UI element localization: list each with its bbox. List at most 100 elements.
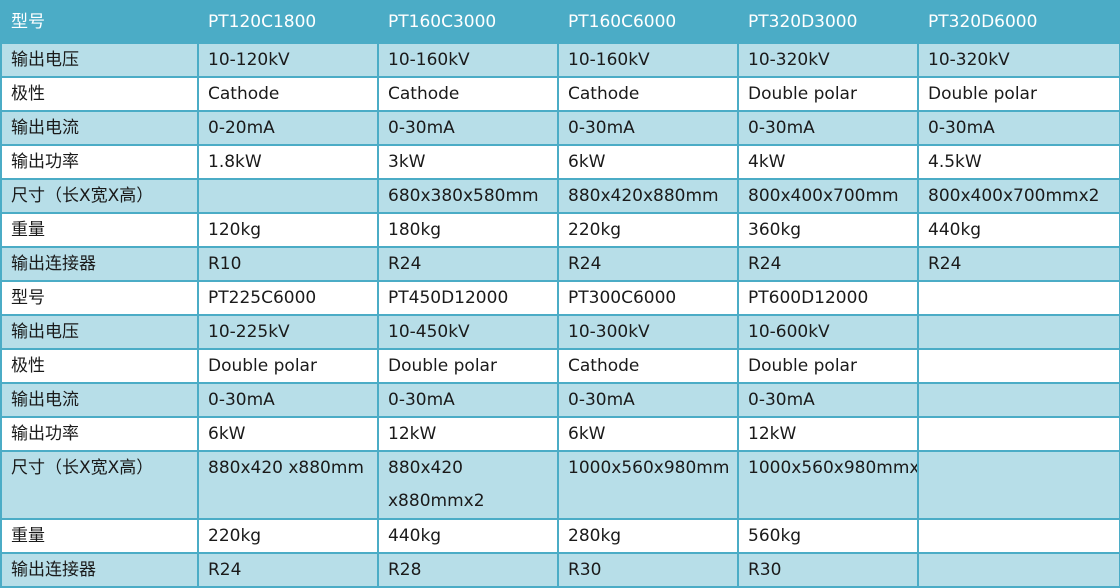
value-cell: PT320D3000 — [737, 0, 919, 44]
value-cell: 220kg — [557, 212, 739, 248]
table-row: 尺寸（长X宽X高） 680x380x580mm 880x420x880mm 800x4… — [0, 178, 1120, 214]
table-row: 输出电流 0-30mA 0-30mA 0-30mA 0-30mA — [0, 382, 1120, 418]
row-label-cell: 输出电压 — [0, 42, 199, 78]
row-label-cell: 输出连接器 — [0, 246, 199, 282]
table-row: 输出功率 6kW 12kW 6kW 12kW — [0, 416, 1120, 452]
value-cell — [917, 552, 1120, 588]
row-label-cell: 输出电压 — [0, 314, 199, 350]
table-row: 输出连接器 R10 R24 R24 R24 R24 — [0, 246, 1120, 282]
value-cell: R24 — [197, 552, 379, 588]
value-cell: 0-30mA — [377, 382, 559, 418]
value-cell — [917, 416, 1120, 452]
value-cell: Cathode — [197, 76, 379, 112]
value-cell: R10 — [197, 246, 379, 282]
value-cell: 4kW — [737, 144, 919, 180]
value-cell — [917, 450, 1120, 520]
value-cell: 6kW — [557, 144, 739, 180]
row-label-cell: 输出电流 — [0, 110, 199, 146]
table-header-row: 型号 PT120C1800 PT160C3000 PT160C6000 PT320D30… — [0, 0, 1120, 44]
value-cell — [197, 178, 379, 214]
value-cell: 360kg — [737, 212, 919, 248]
value-cell: 12kW — [737, 416, 919, 452]
value-cell: PT120C1800 — [197, 0, 379, 44]
table-row: 极性 Cathode Cathode Cathode Double polar Doubl… — [0, 76, 1120, 112]
value-cell: 880x420 x880mmx2 — [377, 450, 559, 520]
value-cell: 180kg — [377, 212, 559, 248]
value-cell: R24 — [917, 246, 1120, 282]
value-cell: Cathode — [557, 76, 739, 112]
table-row: 输出功率 1.8kW 3kW 6kW 4kW 4.5kW — [0, 144, 1120, 180]
value-cell: R28 — [377, 552, 559, 588]
row-label-cell: 极性 — [0, 76, 199, 112]
value-cell: Double polar — [917, 76, 1120, 112]
value-cell — [917, 382, 1120, 418]
value-cell: PT300C6000 — [557, 280, 739, 316]
value-cell: 560kg — [737, 518, 919, 554]
value-cell: 0-30mA — [737, 110, 919, 146]
value-cell: 1000x560x980mmx2 — [737, 450, 919, 520]
value-cell — [917, 314, 1120, 350]
value-cell: 0-30mA — [737, 382, 919, 418]
value-cell: 440kg — [377, 518, 559, 554]
value-cell: 0-30mA — [557, 110, 739, 146]
row-label-cell: 型号 — [0, 280, 199, 316]
value-cell: R24 — [377, 246, 559, 282]
value-cell: 10-320kV — [917, 42, 1120, 78]
table-row: 型号 PT225C6000 PT450D12000 PT300C6000 PT600D1… — [0, 280, 1120, 316]
row-label-cell: 极性 — [0, 348, 199, 384]
value-cell: R30 — [557, 552, 739, 588]
row-label-cell: 重量 — [0, 518, 199, 554]
table-row: 输出电流 0-20mA 0-30mA 0-30mA 0-30mA 0-30mA — [0, 110, 1120, 146]
value-cell: 6kW — [197, 416, 379, 452]
value-cell: 10-120kV — [197, 42, 379, 78]
value-cell: 440kg — [917, 212, 1120, 248]
value-cell: 0-20mA — [197, 110, 379, 146]
value-cell — [917, 280, 1120, 316]
value-cell: 10-600kV — [737, 314, 919, 350]
value-cell: 1.8kW — [197, 144, 379, 180]
table-row: 尺寸（长X宽X高） 880x420 x880mm 880x420 x880mmx2 1… — [0, 450, 1120, 520]
row-label-cell: 输出功率 — [0, 144, 199, 180]
value-cell: Double polar — [737, 348, 919, 384]
table-row: 极性 Double polar Double polar Cathode Double … — [0, 348, 1120, 384]
row-label-cell: 输出连接器 — [0, 552, 199, 588]
value-cell: 280kg — [557, 518, 739, 554]
table-row: 重量 120kg 180kg 220kg 360kg 440kg — [0, 212, 1120, 248]
value-cell: 10-450kV — [377, 314, 559, 350]
value-cell: 0-30mA — [557, 382, 739, 418]
table-row: 输出连接器 R24 R28 R30 R30 — [0, 552, 1120, 588]
value-cell: 10-225kV — [197, 314, 379, 350]
value-cell: 0-30mA — [377, 110, 559, 146]
value-cell: 12kW — [377, 416, 559, 452]
value-cell: PT320D6000 — [917, 0, 1120, 44]
value-cell: 10-320kV — [737, 42, 919, 78]
value-cell: Cathode — [377, 76, 559, 112]
value-cell: 880x420x880mm — [557, 178, 739, 214]
value-cell: 10-160kV — [557, 42, 739, 78]
value-cell: 3kW — [377, 144, 559, 180]
value-cell: PT450D12000 — [377, 280, 559, 316]
value-cell: Double polar — [377, 348, 559, 384]
value-cell: Double polar — [737, 76, 919, 112]
row-label-cell: 型号 — [0, 0, 199, 44]
table-row: 输出电压 10-120kV 10-160kV 10-160kV 10-320kV 10-3… — [0, 42, 1120, 78]
value-cell: R24 — [737, 246, 919, 282]
value-cell: 10-160kV — [377, 42, 559, 78]
value-cell: 6kW — [557, 416, 739, 452]
row-label-cell: 尺寸（长X宽X高） — [0, 178, 199, 214]
value-cell: 880x420 x880mm — [197, 450, 379, 520]
value-cell: Cathode — [557, 348, 739, 384]
table-row: 重量 220kg 440kg 280kg 560kg — [0, 518, 1120, 554]
value-cell: R30 — [737, 552, 919, 588]
value-cell: PT160C3000 — [377, 0, 559, 44]
value-cell: 0-30mA — [917, 110, 1120, 146]
row-label-cell: 重量 — [0, 212, 199, 248]
value-cell: R24 — [557, 246, 739, 282]
row-label-cell: 输出电流 — [0, 382, 199, 418]
value-cell — [917, 518, 1120, 554]
value-cell: 10-300kV — [557, 314, 739, 350]
value-cell: 1000x560x980mm — [557, 450, 739, 520]
value-cell: 120kg — [197, 212, 379, 248]
